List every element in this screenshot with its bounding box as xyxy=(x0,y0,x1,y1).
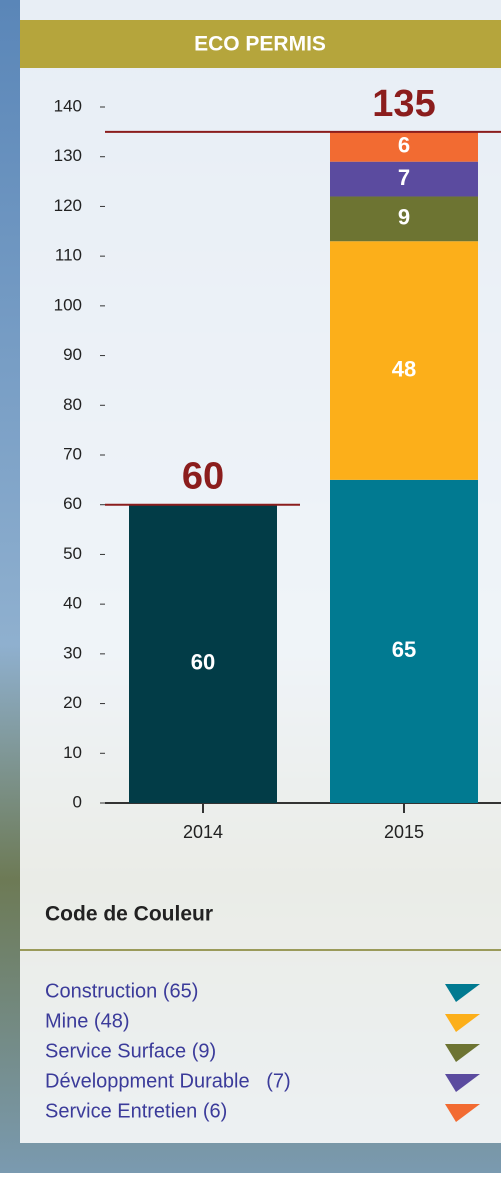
y-tick-label: 70 xyxy=(63,444,82,463)
bar-segment xyxy=(129,504,277,803)
value-label: 6 xyxy=(398,133,410,158)
legend-label: Développment Durable (7) xyxy=(45,1070,291,1092)
y-tick-label: 20 xyxy=(63,693,82,712)
y-tick-label: 100 xyxy=(54,295,82,314)
y-tick-label: 60 xyxy=(63,494,82,513)
value-label: 48 xyxy=(392,356,416,381)
header-bar xyxy=(20,20,501,68)
x-tick-label: 2014 xyxy=(183,822,223,842)
x-tick-label: 2015 xyxy=(384,822,424,842)
bar-segment xyxy=(330,241,478,480)
total-label: 135 xyxy=(372,83,435,125)
value-label: 9 xyxy=(398,205,410,230)
y-tick-label: 0 xyxy=(73,792,82,811)
legend-label: Service Entretien (6) xyxy=(45,1100,227,1122)
y-tick-label: 30 xyxy=(63,643,82,662)
bar-segment xyxy=(330,196,478,242)
legend-label: Construction (65) xyxy=(45,980,198,1002)
legend-title: Code de Couleur xyxy=(45,903,213,926)
bar-segment xyxy=(330,131,478,162)
bar-segment xyxy=(330,479,478,803)
y-tick-label: 10 xyxy=(63,743,82,762)
legend-swatch xyxy=(445,1014,480,1032)
y-tick-label: 130 xyxy=(54,146,82,165)
chart-title: ECO PERMIS xyxy=(194,33,326,56)
legend-swatch xyxy=(445,1044,480,1062)
legend-swatch xyxy=(445,984,480,1002)
y-tick-label: 120 xyxy=(54,196,82,215)
legend-label: Service Surface (9) xyxy=(45,1040,216,1062)
value-label: 60 xyxy=(191,650,215,675)
value-label: 65 xyxy=(392,637,416,662)
y-tick-label: 140 xyxy=(54,96,82,115)
total-label: 60 xyxy=(182,456,224,498)
legend-label: Mine (48) xyxy=(45,1010,129,1032)
bar-segment xyxy=(330,161,478,197)
y-tick-label: 80 xyxy=(63,395,82,414)
value-label: 7 xyxy=(398,165,410,190)
y-tick-label: 40 xyxy=(63,594,82,613)
y-tick-label: 110 xyxy=(55,246,82,265)
y-tick-label: 50 xyxy=(63,544,82,563)
legend-swatch xyxy=(445,1074,480,1092)
y-tick-label: 90 xyxy=(63,345,82,364)
legend-swatch xyxy=(445,1104,480,1122)
